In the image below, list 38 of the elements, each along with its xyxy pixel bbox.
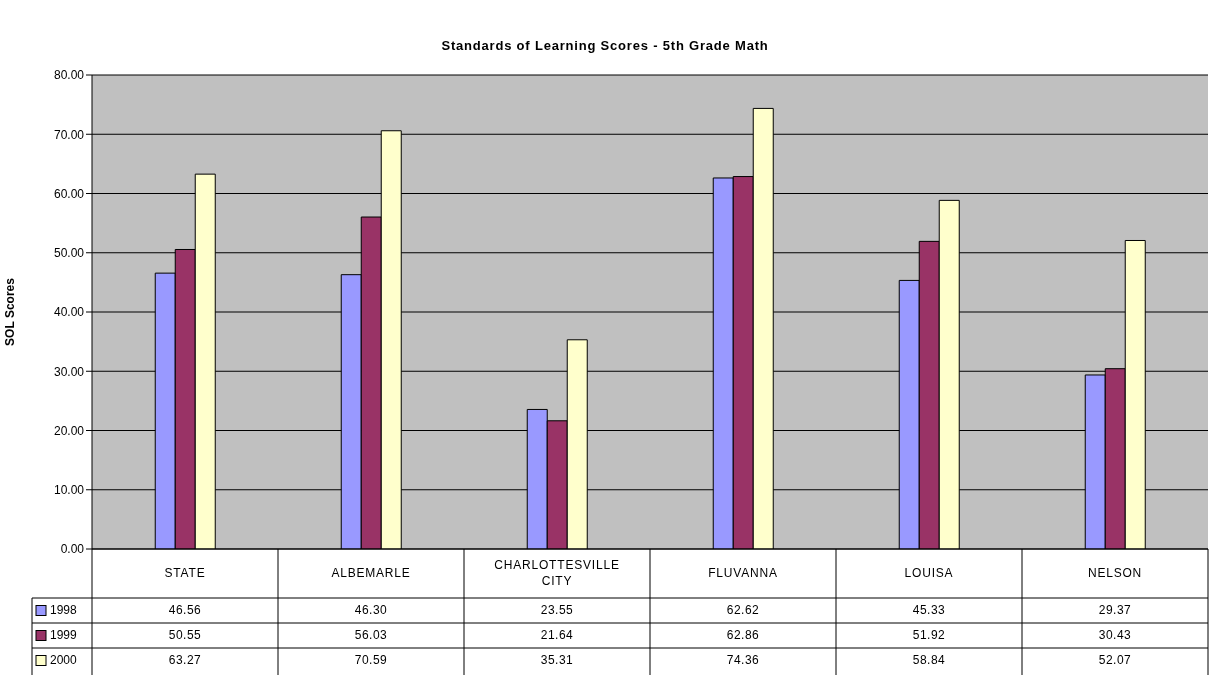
data-label: 30.43 [1098,627,1132,642]
chart-title: Standards of Learning Scores - 5th Grade Math [440,38,770,53]
x-tick-label: STATE [164,565,206,580]
y-tick-label: 20.00 [53,423,85,438]
data-label: 74.36 [726,652,760,667]
y-axis-title: SOL Scores [3,277,18,346]
y-tick-label: 50.00 [53,246,85,261]
data-label: 35.31 [540,652,574,667]
data-label: 50.55 [168,627,202,642]
legend-label: 2000 [50,652,78,667]
legend-label: 1998 [50,602,78,617]
data-label: 52.07 [1098,652,1132,667]
legend-label: 1999 [50,627,78,642]
x-tick-label: FLUVANNA [708,565,778,580]
y-tick-label: 0.00 [60,542,85,557]
data-label: 62.62 [726,602,760,617]
y-tick-label: 10.00 [53,483,85,498]
data-label: 62.86 [726,627,760,642]
y-tick-label: 40.00 [53,305,85,320]
data-label: 46.30 [354,602,388,617]
data-label: 58.84 [912,652,946,667]
data-label: 23.55 [540,602,574,617]
data-label: 63.27 [168,652,202,667]
data-label: 29.37 [1098,602,1132,617]
data-label: 46.56 [168,602,202,617]
y-tick-label: 80.00 [53,68,85,83]
data-label: 70.59 [354,652,388,667]
y-tick-label: 60.00 [53,186,85,201]
x-tick-label: LOUISA [904,565,954,580]
data-label: 21.64 [540,627,574,642]
y-tick-label: 30.00 [53,364,85,379]
x-tick-label: ALBEMARLE [331,565,411,580]
x-tick-label: CHARLOTTESVILLE CITY [494,557,620,588]
data-label: 51.92 [912,627,946,642]
x-tick-label: NELSON [1087,565,1143,580]
data-label: 45.33 [912,602,946,617]
y-tick-label: 70.00 [53,127,85,142]
data-label: 56.03 [354,627,388,642]
